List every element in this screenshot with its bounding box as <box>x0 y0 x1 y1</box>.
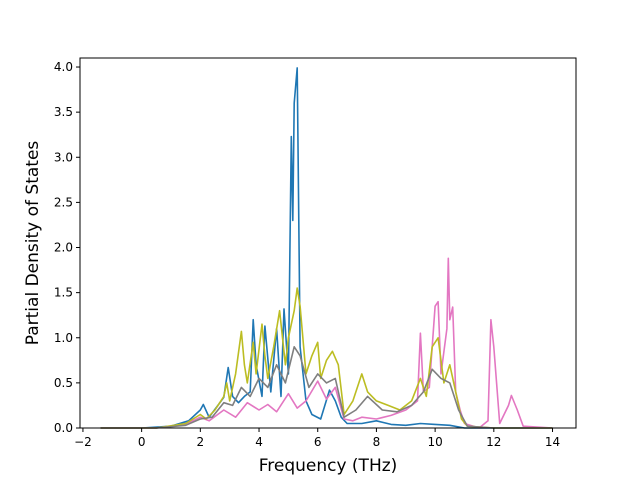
y-tick-label: 2.0 <box>54 241 73 255</box>
y-axis-ticks: 0.0 0.5 1.0 1.5 2.0 2.5 3.0 3.5 4.0 <box>54 60 80 435</box>
plot-frame <box>79 57 577 429</box>
x-tick-label: 12 <box>486 435 501 449</box>
x-axis-ticks: −2 0 2 4 6 8 10 12 14 <box>74 428 560 449</box>
y-tick-label: 2.5 <box>54 195 73 209</box>
x-tick-label: 2 <box>197 435 205 449</box>
x-tick-label: −2 <box>74 435 92 449</box>
y-tick-label: 3.0 <box>54 150 73 164</box>
series-lines <box>100 67 553 429</box>
x-tick-label: 4 <box>255 435 263 449</box>
y-tick-label: 0.5 <box>54 376 73 390</box>
x-tick-label: 8 <box>373 435 381 449</box>
y-tick-label: 0.0 <box>54 421 73 435</box>
series-line-2 <box>100 257 553 429</box>
y-tick-label: 1.5 <box>54 286 73 300</box>
series-line-4 <box>100 345 553 429</box>
x-axis-label: Frequency (THz) <box>259 456 398 476</box>
x-tick-label: 6 <box>314 435 322 449</box>
plot-area <box>80 58 576 428</box>
y-tick-label: 1.0 <box>54 331 73 345</box>
y-tick-label: 4.0 <box>54 60 73 74</box>
y-axis-label: Partial Density of States <box>23 141 43 346</box>
series-line-3 <box>100 287 553 429</box>
x-tick-label: 0 <box>138 435 146 449</box>
x-tick-label: 14 <box>545 435 560 449</box>
y-tick-label: 3.5 <box>54 105 73 119</box>
x-tick-label: 10 <box>427 435 442 449</box>
